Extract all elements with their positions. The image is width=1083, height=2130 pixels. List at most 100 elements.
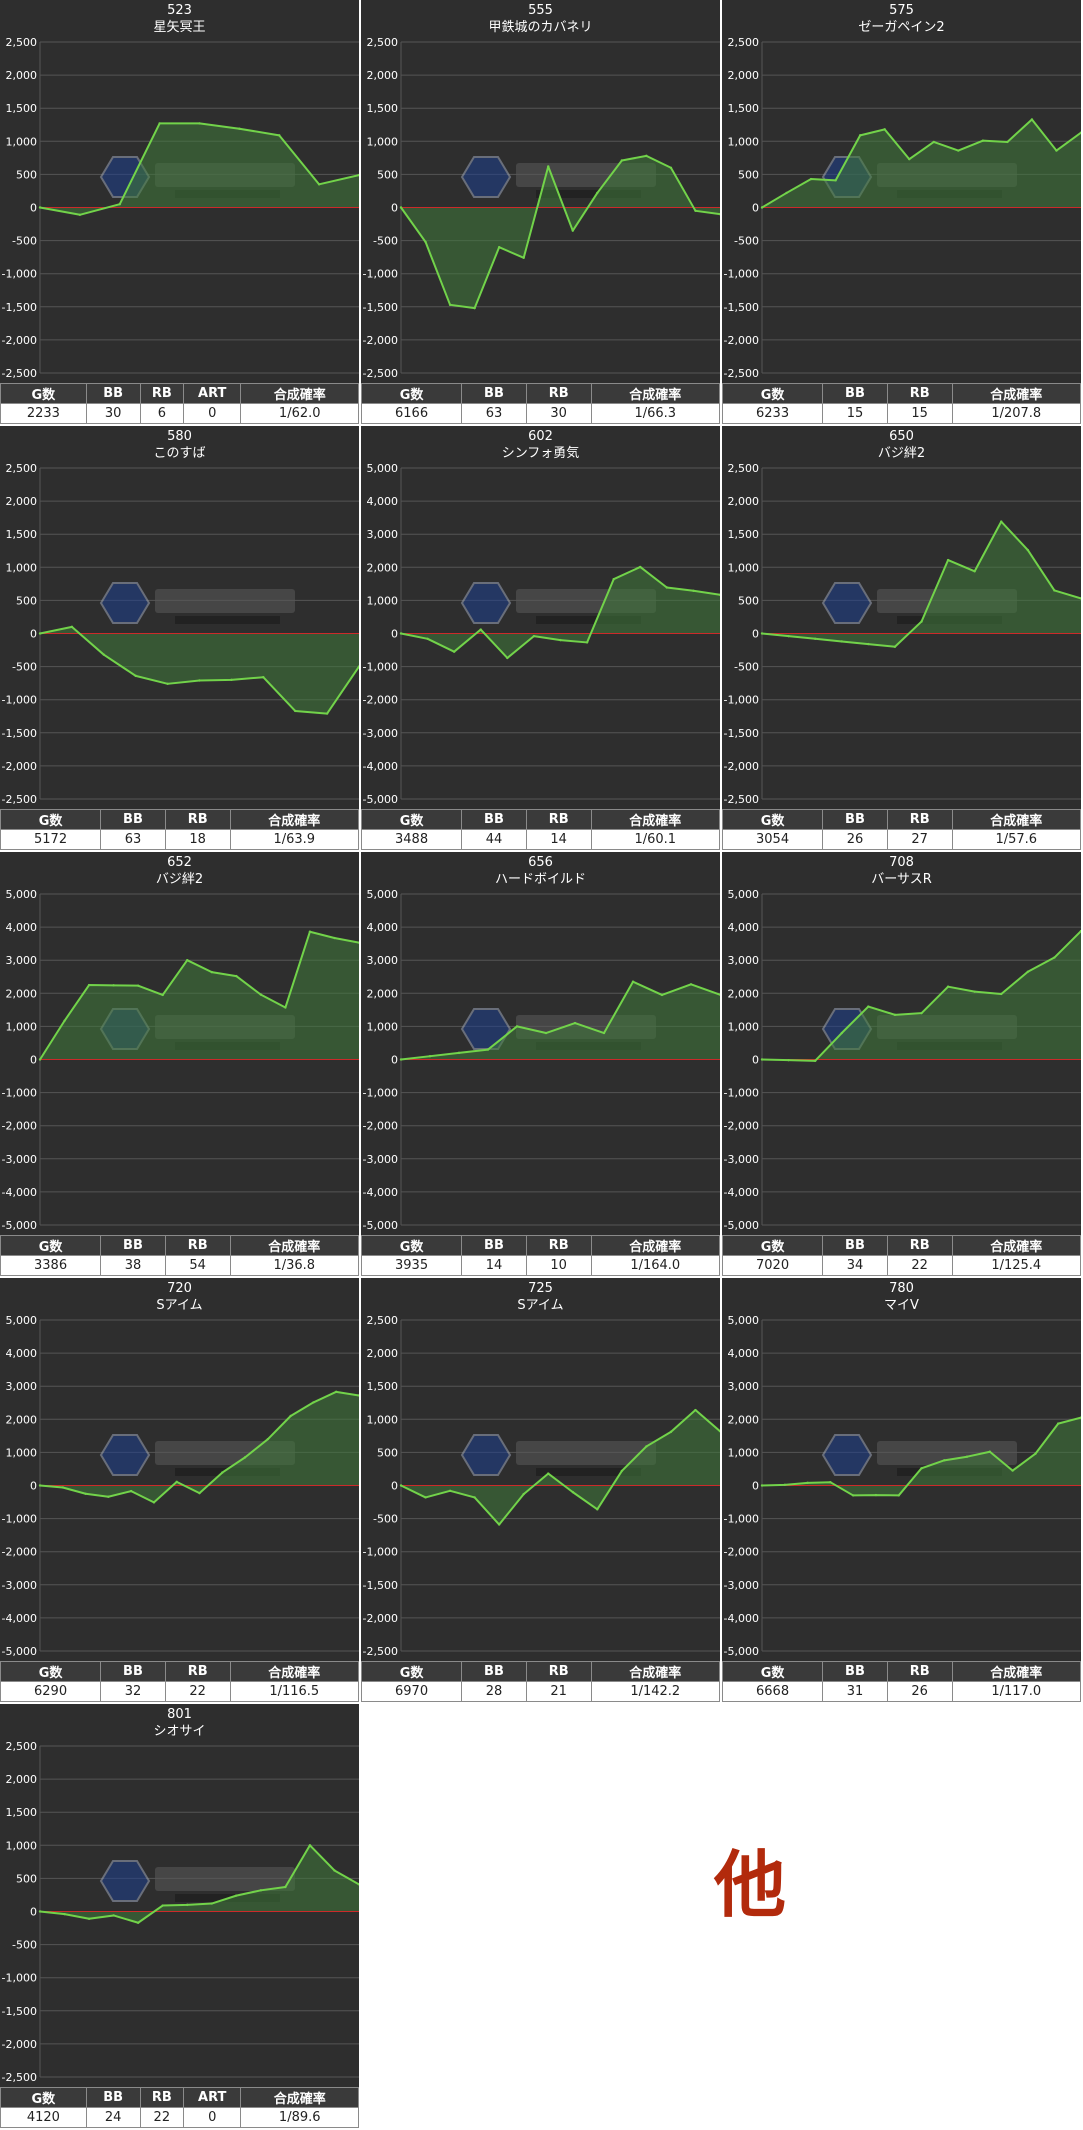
data-point (235, 1894, 238, 1897)
data-point (988, 1450, 992, 1453)
data-point (547, 165, 550, 168)
y-tick-label: 500 (738, 594, 759, 607)
data-point (760, 1058, 764, 1061)
stats-table: G数 BB RB 合成確率 3386 38 54 1/36.8 (0, 1235, 360, 1276)
stats-header-row: G数 BB RB 合成確率 (721, 383, 1082, 404)
data-point (221, 1471, 224, 1474)
y-tick-label: 500 (738, 168, 759, 181)
series-area (762, 1417, 1081, 1496)
data-point (943, 1459, 946, 1462)
y-tick-label: 3,000 (728, 954, 760, 967)
y-tick-label: 1,000 (728, 135, 760, 148)
stats-value: 26 (822, 829, 888, 850)
data-point (1006, 140, 1009, 144)
data-point (602, 1031, 606, 1035)
stats-header: G数 (721, 383, 824, 404)
y-tick-label: 2,500 (728, 36, 760, 49)
y-tick-label: 500 (377, 168, 398, 181)
stats-header: BB (461, 383, 527, 404)
machine-number: 580 (167, 429, 192, 444)
stats-value-row: 6290 32 22 1/116.5 (0, 1681, 360, 1702)
stats-value-row: 2233 30 6 0 1/62.0 (0, 403, 359, 424)
stats-value: 6970 (360, 1681, 463, 1702)
data-point (87, 1917, 91, 1920)
y-tick-label: 2,500 (6, 462, 38, 475)
data-point (161, 993, 164, 997)
stats-value: 31 (822, 1681, 888, 1702)
y-tick-label: 500 (16, 168, 37, 181)
chart-panel-523: 523 星矢冥王 2,500 2,000 1,500 1,000 500 0 -500 -1,00… (0, 0, 359, 424)
y-tick-label: -3,000 (724, 1579, 759, 1592)
stats-value-row: 6166 63 30 1/66.3 (360, 403, 721, 424)
y-tick-label: 5,000 (6, 888, 38, 901)
machine-number: 575 (889, 3, 914, 18)
stats-header: RB (525, 383, 592, 404)
y-tick-label: -3,000 (363, 1153, 398, 1166)
chart-header: 580 このすば (0, 428, 359, 462)
data-point (1034, 1452, 1037, 1455)
stats-table: G数 BB RB ART 合成確率 4120 24 22 0 1/89.6 (0, 2087, 359, 2128)
chart-panel-801: 801 シオサイ 2,500 2,000 1,500 1,000 500 0 -500 -1,00… (0, 1704, 359, 2128)
data-point (851, 1494, 855, 1497)
y-tick-label: 1,000 (6, 1839, 38, 1852)
y-tick-label: -2,500 (363, 1645, 398, 1658)
machine-name: 甲鉄城のカバネリ (488, 20, 593, 35)
data-point (973, 990, 976, 993)
stats-header: 合成確率 (951, 809, 1082, 830)
stats-header-row: G数 BB RB ART 合成確率 (0, 2087, 359, 2108)
data-point (357, 1883, 359, 1886)
chart-panel-708: 708 バーサスR 5,000 4,000 3,000 2,000 1,000 0 -1,000… (721, 852, 1082, 1276)
stats-value-row: 6233 15 15 1/207.8 (721, 403, 1082, 424)
chart-svg: 2,500 2,000 1,500 1,000 500 0 -500 -1,000 -1,500… (724, 462, 1081, 806)
y-tick-label: 5,000 (6, 1314, 38, 1327)
data-point (639, 565, 642, 569)
stats-value: 63 (461, 403, 527, 424)
stats-header: BB (822, 809, 888, 830)
stats-header: RB (164, 809, 231, 830)
chart-svg: 5,000 4,000 3,000 2,000 1,000 0 -1,000 -2,000 -3… (363, 888, 720, 1232)
stats-header: 合成確率 (590, 383, 721, 404)
series-line (39, 1844, 359, 1924)
y-tick-label: -5,000 (2, 1645, 37, 1658)
chart-svg: 2,500 2,000 1,500 1,000 500 0 -500 -1,000 -1,500… (2, 1740, 359, 2084)
data-point (152, 1501, 156, 1504)
stats-header: BB (822, 1661, 888, 1682)
y-tick-label: 2,500 (367, 1314, 399, 1327)
stats-value: 14 (461, 1255, 527, 1276)
stats-value: 6166 (360, 403, 463, 424)
data-point (357, 941, 359, 944)
stats-header: G数 (0, 2087, 87, 2108)
y-tick-label: -1,500 (2, 301, 37, 314)
y-tick-label: 1,500 (367, 102, 399, 115)
data-point (486, 1048, 490, 1051)
stats-table: G数 BB RB 合成確率 5172 63 18 1/63.9 (0, 809, 360, 850)
y-tick-label: -2,000 (2, 1120, 37, 1133)
data-point (1000, 520, 1003, 523)
stats-table: G数 BB RB 合成確率 7020 34 22 1/125.4 (721, 1235, 1082, 1276)
data-point (787, 634, 790, 638)
y-tick-label: -1,000 (724, 1087, 759, 1100)
y-tick-label: 5,000 (367, 462, 399, 475)
y-tick-label: 4,000 (6, 921, 38, 934)
chart-header: 656 ハードボイルド (361, 854, 720, 888)
stats-header: BB (461, 1235, 527, 1256)
stats-header: 合成確率 (590, 809, 721, 830)
machine-number: 523 (167, 3, 192, 18)
y-tick-label: 4,000 (728, 921, 760, 934)
y-tick-label: 2,000 (367, 1347, 399, 1360)
chart-svg: 5,000 4,000 3,000 2,000 1,000 0 -1,000 -2,000 -3… (2, 888, 359, 1232)
stats-header: 合成確率 (240, 383, 359, 404)
stats-value: 1/117.0 (951, 1681, 1082, 1702)
stats-value: 22 (139, 2107, 185, 2128)
stats-header: RB (139, 383, 185, 404)
data-point (129, 1489, 133, 1493)
data-point (669, 1430, 673, 1434)
y-tick-label: 5,000 (728, 1314, 760, 1327)
y-tick-label: 2,500 (728, 462, 760, 475)
stats-header-row: G数 BB RB ART 合成確率 (0, 383, 359, 404)
y-tick-label: 2,000 (367, 987, 399, 1000)
data-point (136, 1921, 140, 1924)
data-point (522, 1492, 525, 1496)
y-tick-label: -2,500 (2, 367, 37, 380)
data-point (84, 1492, 87, 1495)
